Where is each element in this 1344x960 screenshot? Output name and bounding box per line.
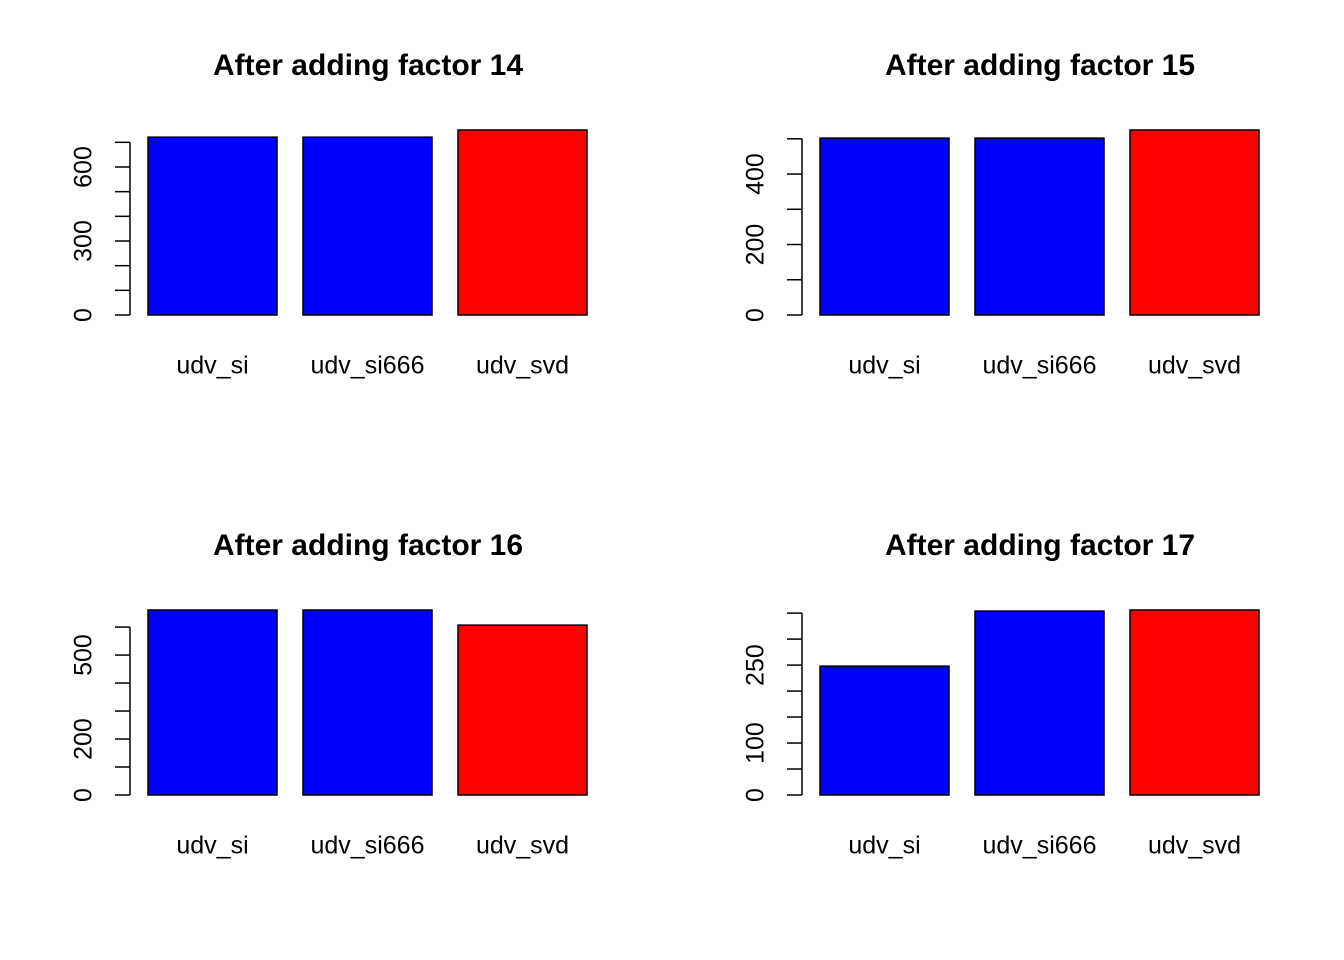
x-tick-label: udv_si	[176, 352, 248, 380]
y-tick-label: 200	[742, 224, 770, 266]
x-tick-label: udv_si666	[311, 352, 425, 380]
chart-title: After adding factor 17	[885, 529, 1195, 562]
bar	[974, 137, 1105, 316]
bar	[1129, 609, 1260, 796]
bar	[1129, 129, 1260, 316]
chart-title: After adding factor 14	[213, 49, 523, 82]
x-tick-label: udv_svd	[1148, 832, 1241, 860]
x-tick-label: udv_si666	[983, 832, 1097, 860]
bar	[302, 609, 433, 796]
y-tick-label: 200	[70, 718, 98, 760]
y-tick-label: 0	[742, 308, 770, 322]
x-tick-label: udv_si	[176, 832, 248, 860]
x-tick-label: udv_svd	[476, 352, 569, 380]
y-tick-label: 0	[742, 788, 770, 802]
y-tick-label: 600	[70, 146, 98, 188]
y-tick-label: 250	[742, 644, 770, 686]
y-tick-label: 400	[742, 153, 770, 195]
y-tick-label: 300	[70, 220, 98, 262]
bar	[457, 129, 588, 316]
bar	[819, 137, 950, 316]
x-tick-label: udv_svd	[476, 832, 569, 860]
bar	[302, 136, 433, 316]
bar	[974, 610, 1105, 796]
x-tick-label: udv_si666	[311, 832, 425, 860]
bar	[819, 665, 950, 796]
x-tick-label: udv_si666	[983, 352, 1097, 380]
bar	[457, 624, 588, 796]
y-tick-label: 100	[742, 722, 770, 764]
bar	[147, 136, 278, 316]
x-tick-label: udv_si	[848, 352, 920, 380]
x-tick-label: udv_si	[848, 832, 920, 860]
chart-title: After adding factor 16	[213, 529, 523, 562]
x-tick-label: udv_svd	[1148, 352, 1241, 380]
y-tick-label: 500	[70, 634, 98, 676]
y-tick-label: 0	[70, 308, 98, 322]
chart-title: After adding factor 15	[885, 49, 1195, 82]
y-tick-label: 0	[70, 788, 98, 802]
bar	[147, 609, 278, 796]
